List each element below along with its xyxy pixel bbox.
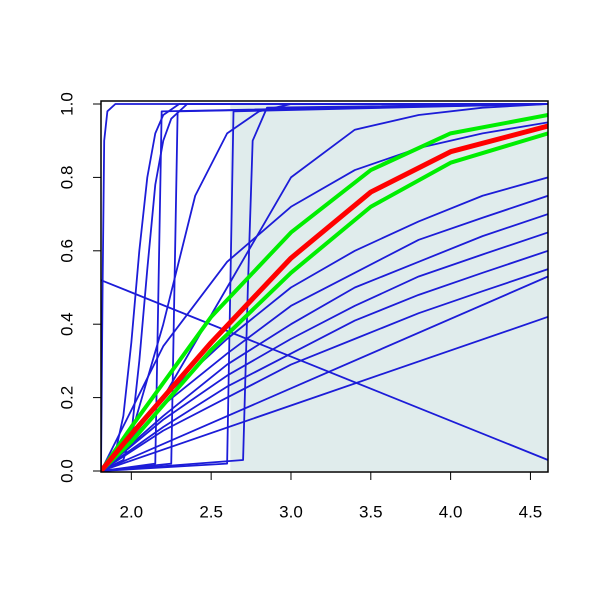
x-tick-label: 3.5	[359, 502, 383, 521]
curve	[101, 268, 548, 472]
plot-area	[101, 103, 548, 472]
y-tick-label: 0.6	[57, 239, 76, 263]
x-tick-label: 4.0	[439, 502, 463, 521]
x-tick-label: 4.5	[519, 502, 543, 521]
curve	[101, 194, 548, 472]
y-tick-label: 0.4	[57, 312, 76, 336]
curve	[101, 121, 548, 472]
axes: 2.0 2.5 3.0 3.5 4.0 4.5 0.0 0.2 0.4 0.6 0.8 1.0	[57, 92, 542, 521]
curve	[101, 103, 548, 472]
curve	[101, 103, 548, 472]
curve	[101, 316, 548, 472]
curve	[101, 113, 548, 472]
curve	[101, 213, 548, 472]
curve	[101, 131, 548, 472]
curve	[101, 231, 548, 472]
curve	[101, 103, 548, 472]
curve	[101, 249, 548, 472]
y-tick-label: 0.8	[57, 166, 76, 190]
curve	[101, 123, 548, 472]
curve	[101, 279, 548, 461]
curve	[101, 103, 548, 472]
curve	[101, 275, 548, 472]
y-tick-label: 0.2	[57, 386, 76, 410]
plot-frame	[100, 100, 549, 473]
y-tick-label: 1.0	[57, 92, 76, 116]
x-tick-label: 3.0	[279, 502, 303, 521]
x-tick-label: 2.0	[120, 502, 144, 521]
y-tick-label: 0.0	[57, 459, 76, 483]
x-tick-label: 2.5	[199, 502, 223, 521]
